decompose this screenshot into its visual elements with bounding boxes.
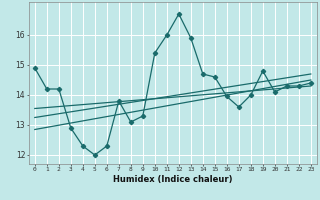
X-axis label: Humidex (Indice chaleur): Humidex (Indice chaleur) — [113, 175, 233, 184]
